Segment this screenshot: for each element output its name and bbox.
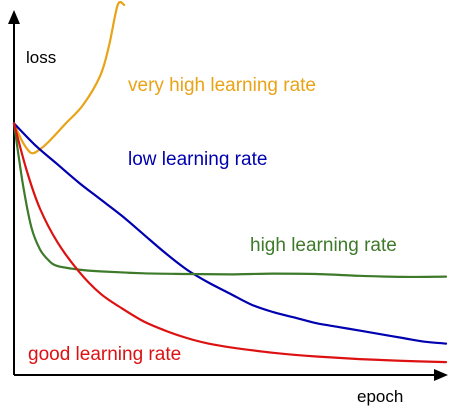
series-label-good: good learning rate — [28, 344, 181, 365]
series-label-low: low learning rate — [128, 149, 267, 170]
series-line-low — [12, 122, 448, 345]
y-axis: loss — [8, 10, 56, 375]
y-axis-arrow — [8, 10, 20, 24]
x-axis-label: epoch — [357, 387, 403, 406]
series-label-high: high learning rate — [250, 235, 397, 256]
series-line-very-high — [12, 0, 126, 155]
x-axis-arrow — [434, 369, 448, 381]
x-axis: epoch — [14, 369, 448, 406]
series-line-good — [12, 122, 448, 364]
series-line-high — [12, 122, 448, 279]
series-label-very-high: very high learning rate — [128, 75, 316, 96]
series-group — [12, 0, 448, 364]
series-labels: very high learning rate low learning rat… — [28, 75, 397, 365]
y-axis-label: loss — [26, 48, 56, 67]
